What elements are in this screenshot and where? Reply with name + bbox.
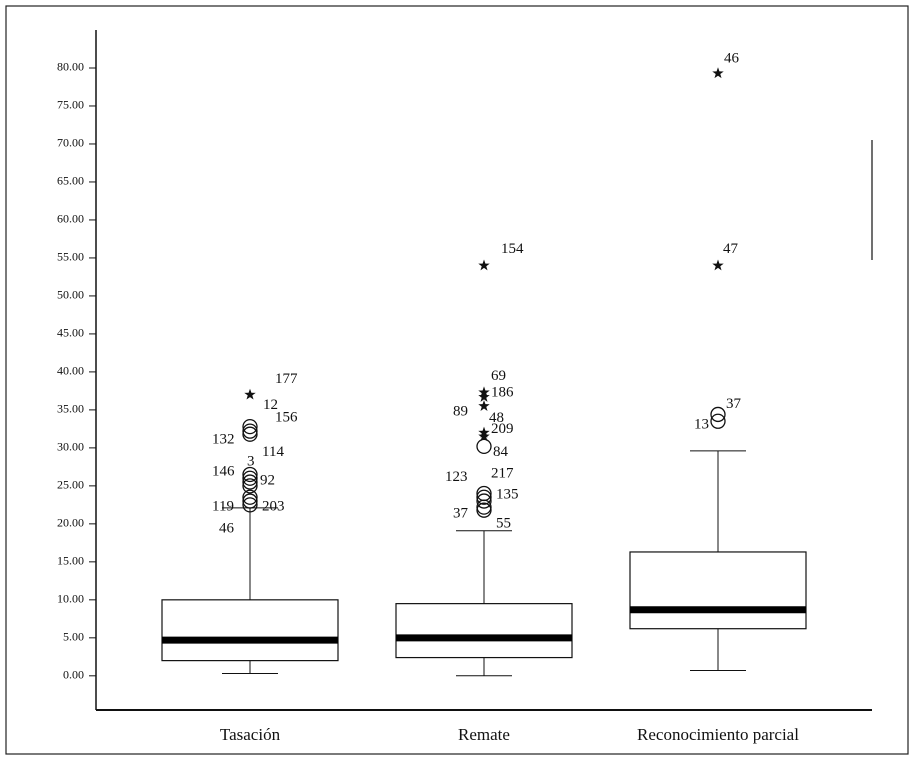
outlier-label: 132 bbox=[212, 432, 235, 448]
outlier-label: 37 bbox=[726, 396, 742, 412]
outlier-point bbox=[710, 413, 726, 429]
y-tick-label: 40.00 bbox=[57, 364, 84, 378]
outlier-point bbox=[242, 470, 258, 486]
outlier-point bbox=[242, 474, 258, 490]
y-tick-label: 75.00 bbox=[57, 98, 84, 112]
outlier-point bbox=[242, 478, 258, 494]
y-tick-label: 25.00 bbox=[57, 478, 84, 492]
x-tick-label: Reconocimiento parcial bbox=[637, 725, 799, 744]
extreme-point bbox=[244, 388, 256, 400]
extreme-point bbox=[478, 430, 490, 442]
outlier-point bbox=[242, 493, 258, 509]
outlier-label: 209 bbox=[491, 421, 514, 437]
outlier-label: 203 bbox=[262, 498, 285, 514]
box bbox=[629, 551, 807, 630]
extreme-point bbox=[478, 259, 490, 271]
outlier-label: 156 bbox=[275, 410, 298, 426]
outlier-point bbox=[710, 406, 726, 423]
outlier-label: 89 bbox=[453, 404, 468, 420]
y-tick-label: 80.00 bbox=[57, 60, 84, 74]
outlier-label: 46 bbox=[724, 51, 740, 67]
outlier-point bbox=[242, 426, 258, 442]
outlier-point bbox=[476, 438, 492, 455]
extreme-point bbox=[478, 390, 490, 402]
outlier-label: 146 bbox=[212, 464, 235, 480]
y-tick-label: 70.00 bbox=[57, 136, 84, 150]
box bbox=[395, 603, 573, 659]
outlier-label: 37 bbox=[453, 506, 469, 522]
outlier-label: 12 bbox=[263, 397, 278, 413]
outlier-label: 154 bbox=[501, 241, 524, 257]
outlier-label: 114 bbox=[262, 444, 284, 460]
outlier-label: 123 bbox=[445, 469, 468, 485]
outlier-point bbox=[476, 499, 492, 515]
outlier-point bbox=[242, 489, 258, 505]
outlier-label: 3 bbox=[247, 454, 255, 470]
x-tick-label: Remate bbox=[458, 725, 510, 744]
outlier-label: 48 bbox=[489, 410, 504, 426]
frame bbox=[5, 5, 909, 755]
outlier-label: 13 bbox=[694, 417, 709, 433]
outlier-label: 84 bbox=[493, 444, 509, 460]
y-tick-label: 5.00 bbox=[63, 630, 84, 644]
outlier-point bbox=[476, 502, 492, 518]
outlier-label: 92 bbox=[260, 472, 275, 488]
outlier-point bbox=[242, 497, 258, 513]
outlier-label: 47 bbox=[723, 241, 739, 257]
extreme-point bbox=[712, 259, 724, 271]
outlier-label: 55 bbox=[496, 516, 511, 532]
box bbox=[161, 599, 339, 662]
outlier-point bbox=[242, 418, 258, 435]
y-tick-label: 45.00 bbox=[57, 326, 84, 340]
outlier-label: 177 bbox=[275, 371, 298, 387]
y-tick-label: 50.00 bbox=[57, 288, 84, 302]
extreme-point bbox=[712, 67, 724, 79]
y-tick-label: 35.00 bbox=[57, 402, 84, 416]
x-tick-label: Tasación bbox=[220, 725, 281, 744]
outlier-label: 135 bbox=[496, 486, 519, 502]
y-tick-label: 20.00 bbox=[57, 516, 84, 530]
outlier-point bbox=[242, 466, 258, 483]
y-tick-label: 10.00 bbox=[57, 592, 84, 606]
y-tick-label: 55.00 bbox=[57, 250, 84, 264]
outlier-label: 217 bbox=[491, 466, 514, 482]
y-tick-label: 0.00 bbox=[63, 668, 84, 682]
outlier-point bbox=[476, 493, 492, 509]
outlier-label: 119 bbox=[212, 499, 234, 515]
outlier-point bbox=[476, 489, 492, 505]
y-tick-label: 60.00 bbox=[57, 212, 84, 226]
extreme-point bbox=[478, 400, 490, 411]
y-tick-label: 15.00 bbox=[57, 554, 84, 568]
outlier-label: 69 bbox=[491, 368, 506, 384]
outlier-label: 46 bbox=[219, 520, 235, 536]
y-tick-label: 65.00 bbox=[57, 174, 84, 188]
outlier-label: 186 bbox=[491, 384, 514, 400]
y-tick-label: 30.00 bbox=[57, 440, 84, 454]
